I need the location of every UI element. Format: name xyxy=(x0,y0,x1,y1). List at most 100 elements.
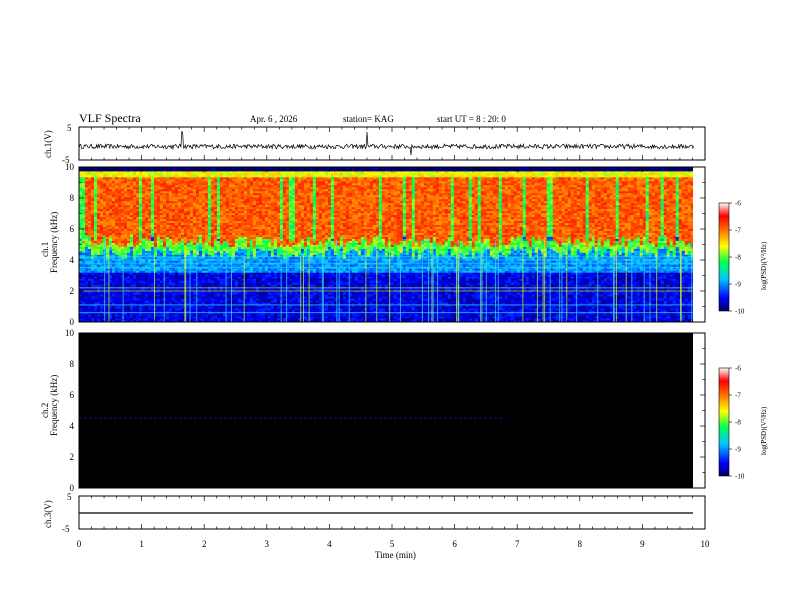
spectrogram-cell xyxy=(144,224,149,228)
spectrogram-cell xyxy=(174,262,179,265)
spectrogram-cell xyxy=(156,308,161,311)
spectrogram-cell xyxy=(99,314,104,317)
spectrogram-cell xyxy=(141,202,146,206)
spectrogram-cell xyxy=(150,184,155,188)
spectrogram-cell xyxy=(120,220,125,224)
spectrogram-cell xyxy=(114,264,119,267)
spectrogram-cell xyxy=(108,316,113,319)
spectrogram-cell xyxy=(111,298,116,301)
spectrogram-cell xyxy=(114,276,119,279)
spectrogram-cell xyxy=(85,196,89,200)
spectrogram-cell xyxy=(111,184,116,188)
spectrogram-cell xyxy=(132,218,137,222)
spectrogram-cell xyxy=(159,250,164,253)
spectrogram-cell xyxy=(117,176,122,180)
spectrogram-cell xyxy=(177,180,182,184)
spectrogram-cell xyxy=(177,320,182,322)
spectrogram-cell xyxy=(93,260,98,263)
spectrogram-cell xyxy=(90,268,95,271)
spectrogram-cell xyxy=(138,282,143,285)
spectrogram-cell xyxy=(117,218,122,222)
spectrogram-cell xyxy=(123,300,128,303)
spectrogram-cell xyxy=(174,236,179,239)
spectrogram-cell xyxy=(165,302,170,305)
spectrogram-cell xyxy=(150,188,155,192)
spectrogram-cell xyxy=(102,204,107,208)
spectrogram-cell xyxy=(153,270,158,273)
spectrogram-cell xyxy=(126,200,131,204)
spectrogram-cell xyxy=(144,206,149,210)
spectrogram-cell xyxy=(147,242,152,245)
spectrogram-cell xyxy=(90,216,95,220)
spectrogram-cell xyxy=(150,226,155,230)
spectrogram-cell xyxy=(123,272,128,275)
spectrogram-cell xyxy=(147,192,152,196)
spectrogram-cell xyxy=(85,314,89,317)
spectrogram-cell xyxy=(141,242,146,245)
spectrogram-cell xyxy=(141,302,146,305)
spectrogram-cell xyxy=(174,234,179,237)
spectrogram-cell xyxy=(132,318,137,321)
spectrogram-cell xyxy=(168,226,173,230)
spectrogram-cell xyxy=(93,314,98,317)
spectrogram-cell xyxy=(171,172,176,176)
spectrogram-cell xyxy=(102,184,107,188)
spectrogram-cell xyxy=(162,212,167,216)
spectrogram-cell xyxy=(93,244,98,247)
spectrogram-cell xyxy=(111,300,116,303)
spectrogram-cell xyxy=(168,168,173,172)
spectrogram-cell xyxy=(82,300,86,303)
spectrogram-cell xyxy=(144,226,149,230)
spectrogram-cell xyxy=(85,242,89,245)
spectrogram-cell xyxy=(102,236,107,239)
spectrogram-cell xyxy=(165,280,170,283)
spectrogram-cell xyxy=(108,260,113,263)
spectrogram-cell xyxy=(88,200,92,204)
spectrogram-cell xyxy=(168,224,173,228)
spectrogram-cell xyxy=(117,180,122,184)
spectrogram-cell xyxy=(171,306,176,309)
spectrogram-cell xyxy=(132,306,137,309)
spectrogram-cell xyxy=(132,202,137,206)
spectrogram-cell xyxy=(88,300,92,303)
spectrogram-cell xyxy=(162,174,167,178)
spectrogram-cell xyxy=(108,256,113,259)
spectrogram-cell xyxy=(129,188,134,192)
spectrogram-cell xyxy=(156,250,161,253)
spectrogram-cell xyxy=(79,180,83,184)
spectrogram-cell xyxy=(129,320,134,322)
spectrogram-cell xyxy=(159,286,164,289)
spectrogram-cell xyxy=(102,167,107,170)
spectrogram-cell xyxy=(129,246,134,249)
spectrogram-cell xyxy=(96,300,101,303)
spectrogram-cell xyxy=(126,302,131,305)
spectrogram-cell xyxy=(132,190,137,194)
spectrogram-cell xyxy=(168,310,173,313)
spectrogram-cell xyxy=(79,212,83,216)
spectrogram-cell xyxy=(180,312,185,315)
spectrogram-cell xyxy=(168,276,173,279)
spectrogram-cell xyxy=(126,194,131,198)
spectrogram-cell xyxy=(85,238,89,241)
spectrogram-cell xyxy=(156,188,161,192)
spectrogram-cell xyxy=(177,170,182,174)
spectrogram-cell xyxy=(126,226,131,230)
spectrogram-cell xyxy=(177,234,182,237)
spectrogram-cell xyxy=(159,318,164,321)
spectrogram-cell xyxy=(147,196,152,200)
spectrogram-cell xyxy=(168,236,173,239)
spectrogram-cell xyxy=(153,248,158,251)
spectrogram-cell xyxy=(99,200,104,204)
spectrogram-cell xyxy=(88,214,92,218)
spectrogram-cell xyxy=(159,264,164,267)
spectrogram-cell xyxy=(159,268,164,271)
spectrogram-cell xyxy=(132,292,137,295)
spectrogram-cell xyxy=(85,208,89,212)
spectrogram-cell xyxy=(150,242,155,245)
spectrogram-cell xyxy=(82,284,86,287)
spectrogram-cell xyxy=(153,208,158,212)
spectrogram-cell xyxy=(135,246,140,249)
spectrogram-cell xyxy=(99,176,104,180)
spectrogram-cell xyxy=(129,280,134,283)
spectrogram-cell xyxy=(153,318,158,321)
